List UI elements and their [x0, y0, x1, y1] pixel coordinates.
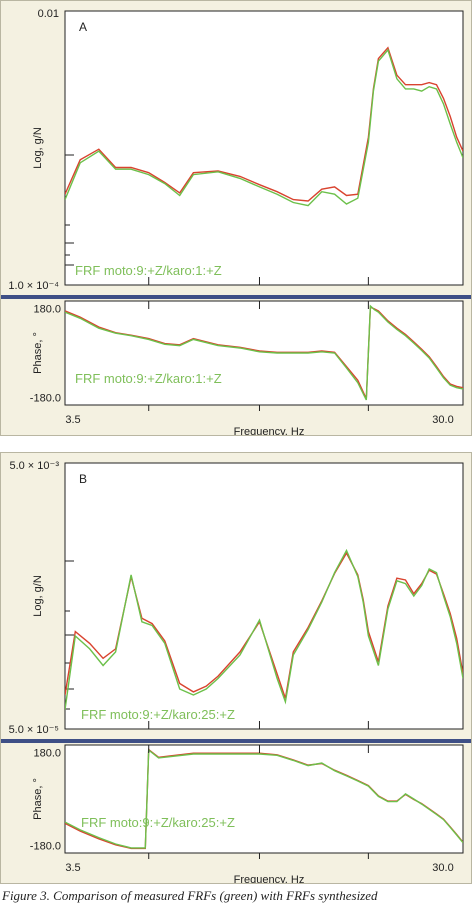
b-magnitude-plot-area	[64, 462, 464, 730]
a-mag-ytick-top: 0.01	[38, 8, 59, 20]
b-phase-legend: FRF moto:9:+Z/karo:25:+Z	[81, 815, 235, 830]
a-phase-measured-line	[65, 304, 463, 401]
chart-a: 0.01 1.0 × 10⁻⁴ Log, g/N A FRF moto:9:+Z/kar…	[1, 8, 471, 435]
a-xtick-left: 3.5	[65, 414, 80, 426]
b-magnitude-legend: FRF moto:9:+Z/karo:25:+Z	[81, 707, 235, 722]
panel-a: 0.01 1.0 × 10⁻⁴ Log, g/N A FRF moto:9:+Z/kar…	[0, 0, 472, 436]
a-mag-ytick-bottom: 1.0 × 10⁻⁴	[8, 280, 59, 292]
b-phase-ytick-top: 180.0	[33, 748, 61, 760]
a-phase-ylabel: Phase, °	[32, 332, 44, 374]
b-phase-plot-area	[64, 744, 464, 854]
b-xlabel: Frequency, Hz	[234, 874, 305, 883]
chart-b: 5.0 × 10⁻³ 5.0 × 10⁻⁵ Log, g/N B FRF moto:9:…	[1, 460, 471, 883]
a-phase-legend: FRF moto:9:+Z/karo:1:+Z	[75, 371, 222, 386]
a-magnitude-measured-line	[65, 48, 463, 207]
a-divider-bar	[1, 295, 471, 299]
b-panel-label: B	[79, 472, 87, 486]
a-mag-ylabel: Log, g/N	[32, 127, 44, 169]
b-mag-ylabel: Log, g/N	[32, 575, 44, 617]
a-magnitude-synthesized-line	[65, 46, 463, 202]
b-magnitude-measured-line	[65, 548, 463, 710]
b-mag-ytick-top: 5.0 × 10⁻³	[9, 460, 59, 472]
b-mag-ytick-bottom: 5.0 × 10⁻⁵	[9, 724, 59, 736]
b-xtick-left: 3.5	[65, 862, 80, 874]
a-phase-ytick-top: 180.0	[33, 303, 61, 315]
b-magnitude-synthesized-line	[65, 551, 463, 699]
b-xtick-right: 30.0	[432, 862, 453, 874]
b-divider-bar	[1, 739, 471, 743]
a-panel-label: A	[79, 20, 87, 34]
a-xtick-right: 30.0	[432, 414, 453, 426]
a-phase-ytick-bottom: -180.0	[30, 393, 61, 405]
a-magnitude-plot-area	[64, 10, 464, 286]
a-magnitude-legend: FRF moto:9:+Z/karo:1:+Z	[75, 263, 222, 278]
panel-b: 5.0 × 10⁻³ 5.0 × 10⁻⁵ Log, g/N B FRF moto:9:…	[0, 452, 472, 884]
a-phase-plot-area	[64, 300, 464, 406]
b-phase-ytick-bottom: -180.0	[30, 840, 61, 852]
a-xlabel: Frequency, Hz	[234, 426, 305, 435]
b-phase-measured-line	[65, 748, 463, 849]
b-phase-ylabel: Phase, °	[32, 778, 44, 820]
figure-caption: Figure 3. Comparison of measured FRFs (g…	[2, 888, 378, 903]
